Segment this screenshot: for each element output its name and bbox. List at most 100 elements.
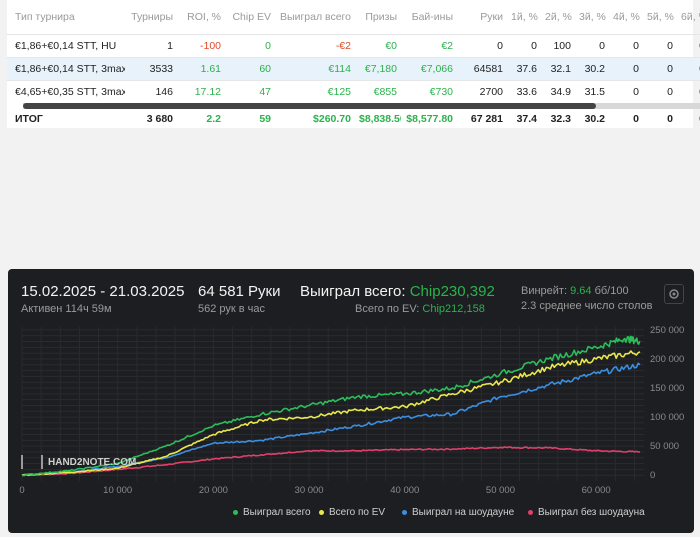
header-2nd[interactable]: 2й, % [545,11,572,23]
total-p2: 32.3 [550,113,571,125]
header-chip-ev[interactable]: Chip EV [232,11,271,23]
total-p3: 30.2 [584,113,605,125]
ev-label: Всего по EV: [355,303,420,315]
legend-non-showdown[interactable]: Выиграл без шоудауна [528,507,645,518]
table-row[interactable]: €1,86+€0,14 STT, HU 1 -100 0 -€2 €0 €2 0… [7,34,700,58]
winrate-label: Винрейт: [521,285,568,297]
cell-p1: 0 [507,34,541,58]
total-tournaments: 3 680 [146,113,173,125]
won-total: Выиграл всего: Chip230,392 [300,283,495,300]
won-label: Выиграл всего: [300,283,406,300]
x-tick-label: 0 [19,485,24,496]
x-tick-label: 20 000 [199,485,228,496]
ev-value: Chip212,158 [422,303,485,315]
cell-type: €1,86+€0,14 STT, HU [7,34,125,58]
x-tick-label: 60 000 [582,485,611,496]
stats-card: Тип турнира Турниры ROI, % Chip EV Выигр… [7,0,700,128]
cell-p1: 37.6 [507,57,541,81]
x-tick-label: 10 000 [103,485,132,496]
settings-button[interactable] [664,284,684,304]
header-buyins[interactable]: Бай-ины [411,11,453,23]
cell-type: €4,65+€0,35 STT, 3max [7,80,125,103]
series-line [21,446,641,477]
x-tick-label: 40 000 [390,485,419,496]
active-time: Активен 114ч 59м [21,303,112,315]
scrollbar-cell [7,103,700,109]
cell-p5: 0 [643,34,677,58]
header-hands[interactable]: Руки [480,11,503,23]
series-line [21,350,641,476]
cell-won: -€2 [275,34,355,58]
header-roi[interactable]: ROI, % [187,11,221,23]
winrate-value: 9.64 [570,285,592,297]
header-4th[interactable]: 4й, % [613,11,640,23]
hands-count: 64 581 Руки [198,283,281,300]
cell-p3: 30.2 [575,57,609,81]
y-tick-label: 0 [650,470,655,481]
cell-roi: 17.12 [177,80,225,103]
y-tick-label: 100 000 [650,412,684,423]
cell-buyins: €7,066 [401,57,457,81]
total-hands: 67 281 [470,113,503,125]
cell-hands: 2700 [457,80,507,103]
table-row[interactable]: €4,65+€0,35 STT, 3max 146 17.12 47 €125 … [7,80,700,103]
cell-chip-ev: 47 [225,80,275,103]
cell-p2: 32.1 [541,57,575,81]
header-5th[interactable]: 5й, % [647,11,674,23]
cell-p3: 31.5 [575,80,609,103]
total-row: ИТОГ 3 680 2.2 59 $260.70 $8,838.50 $8,5… [7,109,700,129]
total-prizes: $8,838.50 [359,113,401,125]
total-won: $260.70 [313,113,351,125]
y-tick-label: 250 000 [650,325,684,336]
legend-label: Выиграл без шоудауна [538,507,645,518]
total-roi: 2.2 [206,113,221,125]
header-6th[interactable]: 6й, % [681,11,700,23]
scrollbar-row [7,103,700,109]
cell-hands: 64581 [457,57,507,81]
cell-roi: 1.61 [177,57,225,81]
header-type[interactable]: Тип турнира [15,11,75,23]
legend-won[interactable]: Выиграл всего [233,507,311,518]
legend-label: Всего по EV [329,507,386,518]
cell-p4: 0 [609,57,643,81]
cell-won: €114 [275,57,355,81]
legend-dot-icon [233,510,238,515]
cell-chip-ev: 60 [225,57,275,81]
header-1st[interactable]: 1й, % [511,11,538,23]
total-p1: 37.4 [516,113,537,125]
cell-p2: 34.9 [541,80,575,103]
header-tournaments[interactable]: Турниры [131,11,173,23]
cell-p6: 0 [677,80,700,103]
header-won[interactable]: Выиграл всего [280,11,351,23]
table-row[interactable]: €1,86+€0,14 STT, 3max 3533 1.61 60 €114 … [7,57,700,81]
cell-tournaments: 3533 [125,57,177,81]
total-p6: 0 [677,109,700,129]
cell-buyins: €2 [401,34,457,58]
header-prizes[interactable]: Призы [365,11,397,23]
total-label: ИТОГ [15,113,43,125]
legend-label: Выиграл всего [243,507,311,518]
horizontal-scrollbar[interactable] [23,103,700,109]
cell-prizes: €855 [355,80,401,103]
legend-ev[interactable]: Всего по EV [319,507,385,518]
winrate: Винрейт: 9.64 бб/100 [521,285,629,297]
date-range: 15.02.2025 - 21.03.2025 [21,283,185,300]
cell-p3: 0 [575,34,609,58]
avg-tables: 2.3 среднее число столов [521,300,653,312]
legend-dot-icon [528,510,533,515]
header-3rd[interactable]: 3й, % [579,11,606,23]
cell-p5: 0 [643,57,677,81]
cell-p6: 0 [677,34,700,58]
cell-tournaments: 1 [125,34,177,58]
cell-p1: 33.6 [507,80,541,103]
won-value: Chip230,392 [409,283,495,300]
cell-hands: 0 [457,34,507,58]
scrollbar-thumb[interactable] [23,103,596,109]
ev-total: Всего по EV: Chip212,158 [355,303,485,315]
legend-dot-icon [402,510,407,515]
total-p5: 0 [667,113,673,125]
legend-showdown[interactable]: Выиграл на шоудауне [402,507,514,518]
cell-p4: 0 [609,80,643,103]
y-tick-label: 200 000 [650,354,684,365]
hand2note-logo: HAND2NOTE.COM [21,455,136,469]
